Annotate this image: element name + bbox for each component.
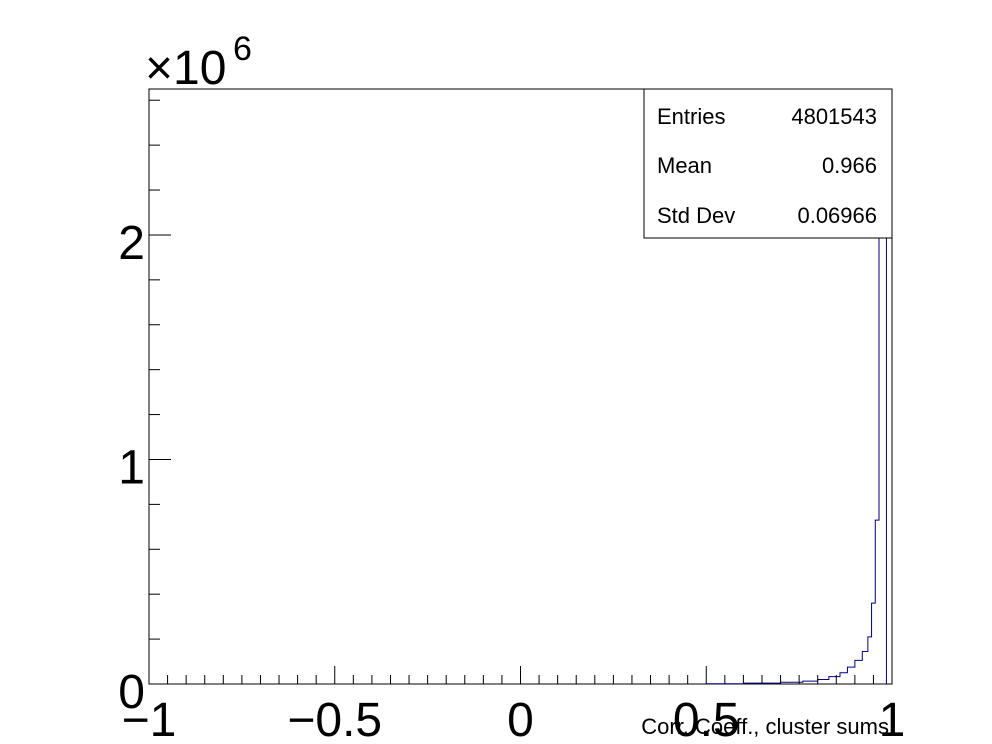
stats-mean-value: 0.966	[822, 153, 877, 178]
y-axis-ticks: 0 1 2	[118, 99, 171, 719]
y-scale-factor: ×10	[145, 42, 226, 95]
stats-stddev-label: Std Dev	[657, 203, 735, 228]
x-tick-label: −1	[122, 694, 177, 744]
y-tick-label: 0	[118, 666, 145, 719]
x-tick-label: −0.5	[287, 694, 382, 744]
histogram-series	[705, 88, 887, 685]
stats-box: Entries 4801543 Mean 0.966 Std Dev 0.069…	[643, 88, 893, 239]
x-tick-label: 0	[507, 694, 534, 744]
stats-box-frame	[643, 88, 893, 239]
x-tick-label: 0.5	[673, 694, 740, 744]
x-axis-ticks: −1 −0.5 0 0.5 1	[122, 666, 906, 744]
y-tick-label: 1	[118, 441, 145, 494]
y-tick-label: 2	[118, 217, 145, 270]
histogram-line	[705, 88, 887, 685]
stats-entries-value: 4801543	[791, 104, 877, 129]
stats-stddev-value: 0.06966	[797, 203, 877, 228]
x-axis-title: Corr. Coeff., cluster sums	[641, 714, 889, 739]
stats-mean-label: Mean	[657, 153, 712, 178]
x-tick-label: 1	[879, 694, 906, 744]
y-scale-exponent: 6	[233, 30, 252, 68]
stats-entries-label: Entries	[657, 104, 725, 129]
